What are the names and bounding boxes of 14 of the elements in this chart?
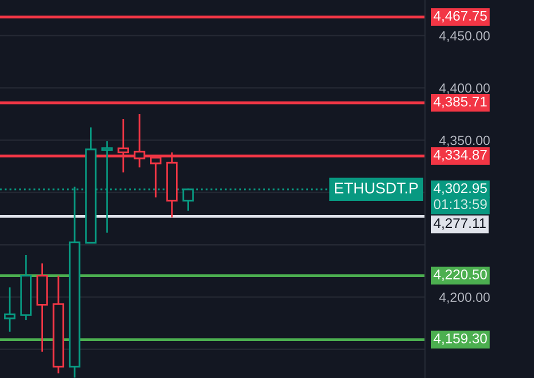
ref-line-label: 4,467.75 bbox=[434, 10, 487, 22]
text: 01:13:59 bbox=[434, 199, 487, 210]
ref-line-label: 4,385.71 bbox=[434, 96, 487, 108]
ref-line-label: 4,302.95 bbox=[434, 183, 487, 195]
ref-line-label: 4,334.87 bbox=[434, 150, 487, 162]
ref-line-label: 4,159.30 bbox=[434, 334, 487, 345]
y-tick-label: 4,400.00 bbox=[439, 83, 490, 94]
ref-line-label: 4,220.50 bbox=[434, 269, 487, 281]
annotation: ETHUSDT.P bbox=[335, 182, 418, 194]
y-tick-label: 4,350.00 bbox=[439, 136, 490, 147]
y-tick-label: 4,450.00 bbox=[439, 31, 490, 42]
candlestick bbox=[4, 286, 16, 333]
ref-line-label: 4,277.11 bbox=[434, 218, 486, 230]
y-tick-label: 4,200.00 bbox=[439, 292, 490, 304]
